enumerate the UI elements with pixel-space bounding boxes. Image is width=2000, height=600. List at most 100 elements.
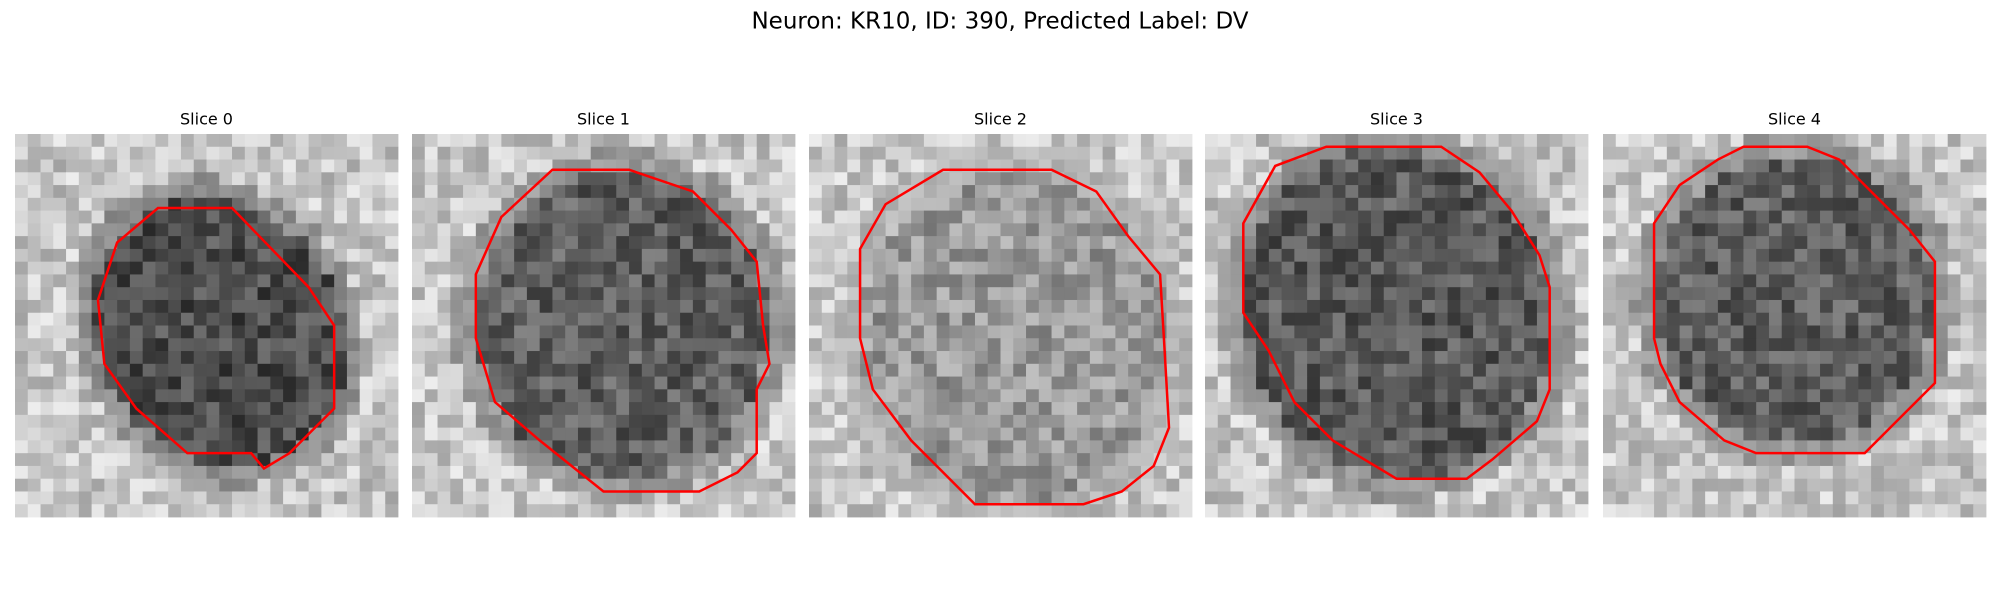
pixel bbox=[1536, 351, 1551, 365]
pixel bbox=[1705, 491, 1719, 505]
pixel bbox=[463, 287, 477, 301]
pixel bbox=[475, 287, 489, 301]
pixel bbox=[1473, 402, 1487, 416]
pixel bbox=[1473, 351, 1487, 365]
pixel bbox=[1692, 504, 1706, 518]
pixel bbox=[1281, 185, 1295, 199]
pixel bbox=[872, 223, 886, 237]
pixel bbox=[885, 478, 899, 492]
pixel bbox=[385, 210, 399, 224]
pixel bbox=[295, 134, 310, 148]
pixel bbox=[1603, 248, 1617, 263]
pixel bbox=[346, 389, 361, 403]
pixel bbox=[219, 402, 233, 416]
pixel bbox=[321, 414, 335, 429]
pixel bbox=[1370, 363, 1385, 377]
pixel bbox=[1332, 351, 1346, 365]
pixel bbox=[1307, 197, 1321, 211]
pixel bbox=[1679, 223, 1693, 237]
pixel bbox=[1243, 261, 1257, 275]
pixel bbox=[847, 210, 861, 224]
pixel bbox=[1536, 440, 1551, 454]
pixel bbox=[295, 453, 310, 467]
pixel bbox=[1511, 274, 1525, 288]
pixel bbox=[1858, 491, 1872, 505]
pixel bbox=[1383, 363, 1397, 377]
pixel bbox=[346, 185, 361, 199]
pixel bbox=[1345, 197, 1359, 211]
pixel bbox=[117, 312, 131, 326]
pixel bbox=[1230, 414, 1244, 429]
pixel bbox=[193, 299, 207, 314]
pixel bbox=[1077, 389, 1091, 403]
pixel bbox=[1332, 287, 1346, 301]
pixel bbox=[1077, 146, 1091, 160]
pixel bbox=[514, 236, 528, 250]
pixel bbox=[1460, 491, 1474, 505]
pixel bbox=[872, 453, 886, 467]
pixel bbox=[219, 210, 233, 224]
pixel bbox=[1026, 376, 1040, 390]
pixel bbox=[847, 299, 861, 314]
pixel bbox=[1871, 236, 1885, 250]
pixel bbox=[1166, 440, 1180, 454]
pixel bbox=[1383, 453, 1397, 467]
pixel bbox=[1038, 223, 1052, 237]
pixel bbox=[1858, 376, 1872, 390]
pixel bbox=[539, 146, 553, 160]
pixel bbox=[463, 146, 477, 160]
pixel bbox=[1549, 325, 1563, 339]
pixel bbox=[860, 440, 874, 454]
pixel bbox=[667, 402, 681, 416]
pixel bbox=[1807, 440, 1821, 454]
pixel bbox=[412, 376, 426, 390]
pixel bbox=[1243, 274, 1257, 288]
pixel bbox=[346, 338, 361, 352]
pixel bbox=[359, 325, 373, 339]
pixel bbox=[295, 185, 310, 199]
pixel bbox=[847, 465, 861, 480]
pixel bbox=[872, 363, 886, 377]
pixel bbox=[654, 248, 668, 263]
pixel bbox=[321, 261, 335, 275]
pixel bbox=[1781, 465, 1795, 480]
pixel bbox=[283, 363, 297, 377]
pixel bbox=[1460, 312, 1474, 326]
pixel bbox=[974, 134, 989, 148]
pixel bbox=[1743, 299, 1757, 314]
pixel bbox=[15, 287, 29, 301]
pixel bbox=[257, 478, 271, 492]
pixel bbox=[1654, 299, 1668, 314]
pixel bbox=[577, 402, 592, 416]
pixel bbox=[923, 376, 938, 390]
pixel bbox=[847, 134, 861, 148]
pixel bbox=[1562, 197, 1576, 211]
pixel bbox=[270, 338, 284, 352]
pixel bbox=[1358, 376, 1372, 390]
pixel bbox=[1524, 491, 1538, 505]
pixel bbox=[117, 287, 131, 301]
pixel bbox=[308, 453, 322, 467]
pixel bbox=[1562, 376, 1576, 390]
pixel bbox=[1705, 440, 1719, 454]
pixel bbox=[129, 312, 144, 326]
pixel bbox=[1230, 440, 1244, 454]
pixel bbox=[911, 414, 925, 429]
pixel bbox=[1409, 236, 1423, 250]
pixel bbox=[923, 185, 938, 199]
pixel bbox=[321, 236, 335, 250]
pixel bbox=[821, 223, 835, 237]
pixel bbox=[78, 172, 92, 186]
pixel bbox=[346, 504, 361, 518]
pixel bbox=[565, 185, 579, 199]
pixel bbox=[1781, 453, 1795, 467]
pixel bbox=[949, 197, 963, 211]
pixel bbox=[91, 210, 105, 224]
pixel bbox=[1858, 363, 1872, 377]
pixel bbox=[1089, 197, 1104, 211]
pixel bbox=[1115, 236, 1129, 250]
pixel bbox=[577, 146, 592, 160]
pixel bbox=[40, 478, 54, 492]
pixel bbox=[898, 274, 912, 288]
pixel bbox=[193, 440, 207, 454]
